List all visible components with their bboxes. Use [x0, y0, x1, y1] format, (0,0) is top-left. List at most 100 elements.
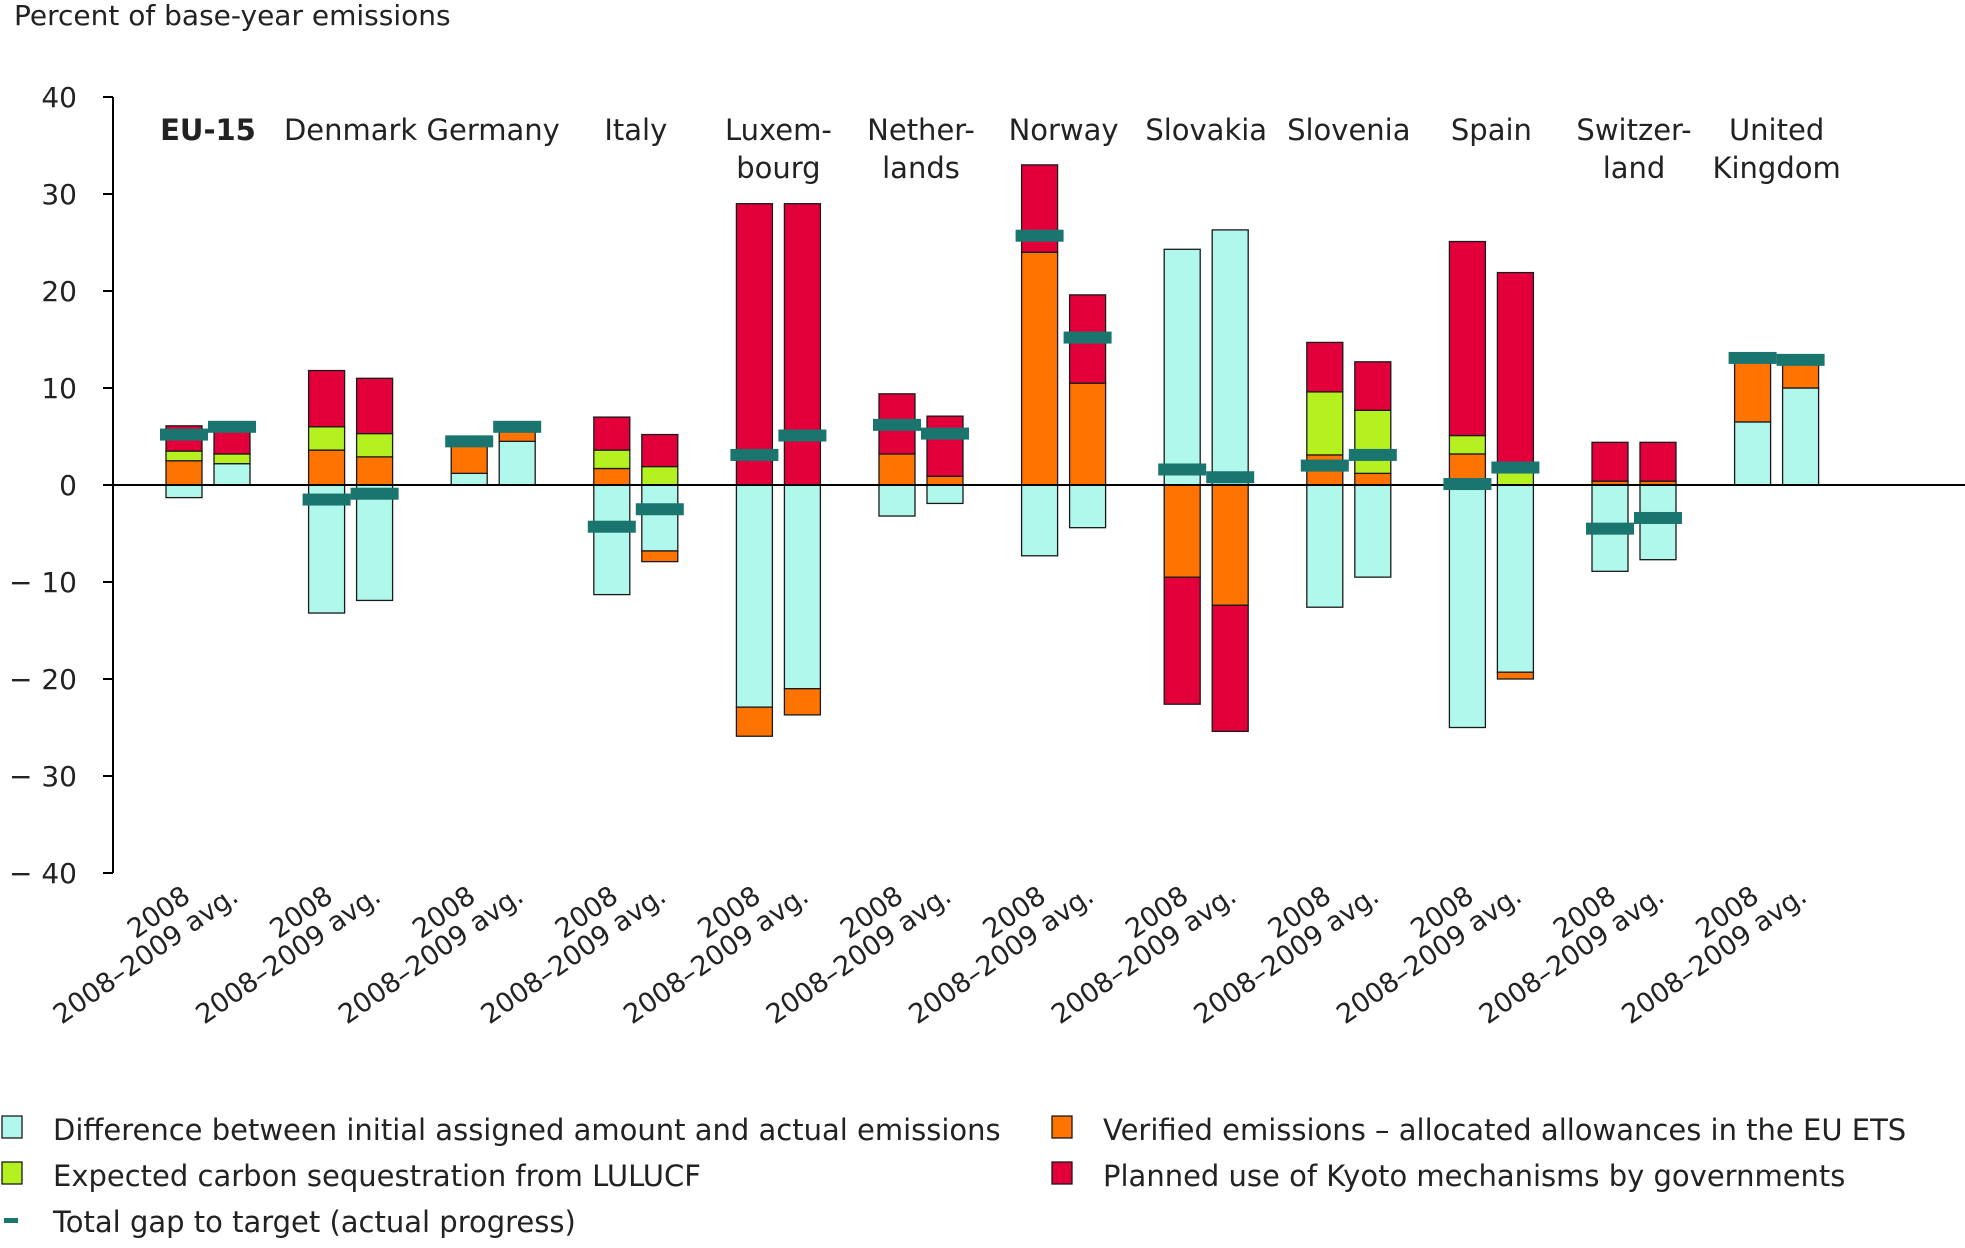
- bar-segment-kyoto: [1211, 604, 1249, 733]
- gap-marker: [160, 428, 208, 441]
- country-label: Denmark: [284, 113, 417, 147]
- bar-segment-diff: [1496, 484, 1535, 673]
- bar-segment-ets: [165, 460, 203, 486]
- country-label: Slovenia: [1287, 113, 1410, 147]
- bar-segment-ets: [355, 456, 394, 486]
- legend-label: Total gap to target (actual progress): [52, 1205, 576, 1239]
- bar-segment-ets: [926, 475, 964, 486]
- bar-segment-ets: [1068, 382, 1107, 486]
- bar-segment-kyoto: [307, 369, 346, 428]
- country-label: Slovakia: [1145, 113, 1267, 147]
- gap-marker: [493, 420, 542, 433]
- country-label-line: Kingdom: [1712, 151, 1840, 185]
- legend-label: Difference between initial assigned amou…: [53, 1113, 1001, 1147]
- country-label: United Kingdom: [1712, 113, 1840, 185]
- bar-segment-diff: [1068, 484, 1107, 529]
- country-label: Spain: [1451, 113, 1532, 147]
- bar-segment-ets: [1496, 671, 1535, 680]
- gap-marker: [778, 429, 827, 442]
- bar-segment-diff: [1211, 229, 1249, 486]
- bar-segment-diff: [1781, 387, 1820, 486]
- gap-marker: [730, 448, 779, 461]
- gap-marker: [873, 418, 921, 431]
- bar-segment-kyoto: [355, 377, 394, 435]
- bar-segment-kyoto: [1306, 341, 1344, 393]
- bar-segment-diff: [926, 484, 964, 505]
- bar-segment-diff: [307, 484, 346, 614]
- country-label: Switzer-land: [1576, 113, 1691, 185]
- bar-segment-kyoto: [1591, 441, 1629, 482]
- bar-segment-diff: [213, 463, 251, 486]
- bar-segment-lulucf: [165, 450, 203, 462]
- bar-segment-lulucf: [641, 465, 679, 486]
- y-tick-label: 40: [41, 81, 77, 114]
- gap-markers: [160, 229, 1825, 535]
- bar-segment-diff: [593, 484, 631, 596]
- gap-marker: [1063, 331, 1112, 344]
- country-label-line: EU-15: [160, 113, 256, 147]
- country-label: EU-15: [160, 113, 256, 147]
- legend-swatch-gap: [4, 1218, 18, 1223]
- country-label: Nether-lands: [867, 113, 975, 185]
- bar-segment-diff: [1306, 484, 1344, 608]
- y-tick-label: 20: [41, 275, 77, 308]
- gap-marker: [635, 503, 684, 516]
- bar-groups: [165, 164, 1820, 737]
- bar-segment-diff: [735, 484, 774, 708]
- country-label-line: Nether-: [867, 113, 975, 147]
- gap-marker: [1443, 478, 1492, 491]
- gap-marker: [1015, 229, 1064, 242]
- gap-marker: [1491, 461, 1540, 474]
- y-axis-title: Percent of base-year emissions: [14, 0, 451, 32]
- country-label-line: United: [1729, 113, 1824, 147]
- bar-segment-ets: [878, 453, 916, 486]
- bar-segment-lulucf: [213, 453, 251, 465]
- bar-segment-kyoto: [926, 415, 964, 477]
- gap-marker: [1728, 351, 1777, 364]
- country-label-line: Italy: [604, 113, 667, 147]
- bar-segment-kyoto: [1639, 441, 1677, 482]
- country-label: Italy: [604, 113, 667, 147]
- country-label-line: Switzer-: [1576, 113, 1691, 147]
- gap-marker: [1300, 459, 1349, 472]
- bar-segment-ets: [641, 550, 679, 563]
- bar-segment-diff: [1448, 484, 1487, 729]
- y-tick-label: − 10: [9, 566, 77, 599]
- gap-marker: [208, 420, 256, 433]
- bar-segment-ets: [1211, 484, 1249, 606]
- bar-segment-diff: [450, 472, 488, 486]
- country-label-line: Norway: [1009, 113, 1119, 147]
- bar-segment-kyoto: [735, 203, 774, 486]
- bar-segment-lulucf: [355, 432, 394, 458]
- gap-marker: [1348, 448, 1397, 461]
- country-label-line: Luxem-: [725, 113, 832, 147]
- legend-swatch-lulucf: [1, 1161, 23, 1185]
- legend-label: Expected carbon sequestration from LULUC…: [53, 1159, 701, 1193]
- gap-marker: [445, 435, 494, 448]
- bar-segment-diff: [641, 484, 679, 552]
- bar-segment-kyoto: [1354, 361, 1392, 411]
- bar-segment-ets: [1020, 251, 1059, 486]
- y-tick-label: 10: [41, 372, 77, 405]
- bar-segment-kyoto: [641, 433, 679, 468]
- bar-segment-lulucf: [1354, 409, 1392, 475]
- bar-segment-diff: [355, 484, 394, 602]
- gap-marker: [587, 520, 636, 533]
- bar-segment-lulucf: [307, 426, 346, 451]
- legend: Difference between initial assigned amou…: [1, 1113, 1906, 1239]
- bar-segment-diff: [1020, 484, 1059, 557]
- country-label-line: Denmark: [284, 113, 417, 147]
- gap-marker: [1158, 463, 1207, 476]
- y-axis: 40 30 20 10 0 − 10 − 20 − 30 − 40: [9, 81, 114, 890]
- country-label: Norway: [1009, 113, 1119, 147]
- y-tick-label: − 20: [9, 663, 77, 696]
- bar-segment-ets: [783, 688, 822, 716]
- y-tick-label: − 40: [9, 857, 77, 890]
- legend-label: Verified emissions – allocated allowance…: [1103, 1113, 1906, 1147]
- legend-swatch-kyoto: [1051, 1161, 1073, 1185]
- legend-swatch-ets: [1051, 1115, 1073, 1139]
- gap-marker: [921, 427, 969, 440]
- bar-segment-kyoto: [1448, 240, 1487, 437]
- gap-marker: [1586, 522, 1634, 535]
- bar-segment-kyoto: [593, 416, 631, 451]
